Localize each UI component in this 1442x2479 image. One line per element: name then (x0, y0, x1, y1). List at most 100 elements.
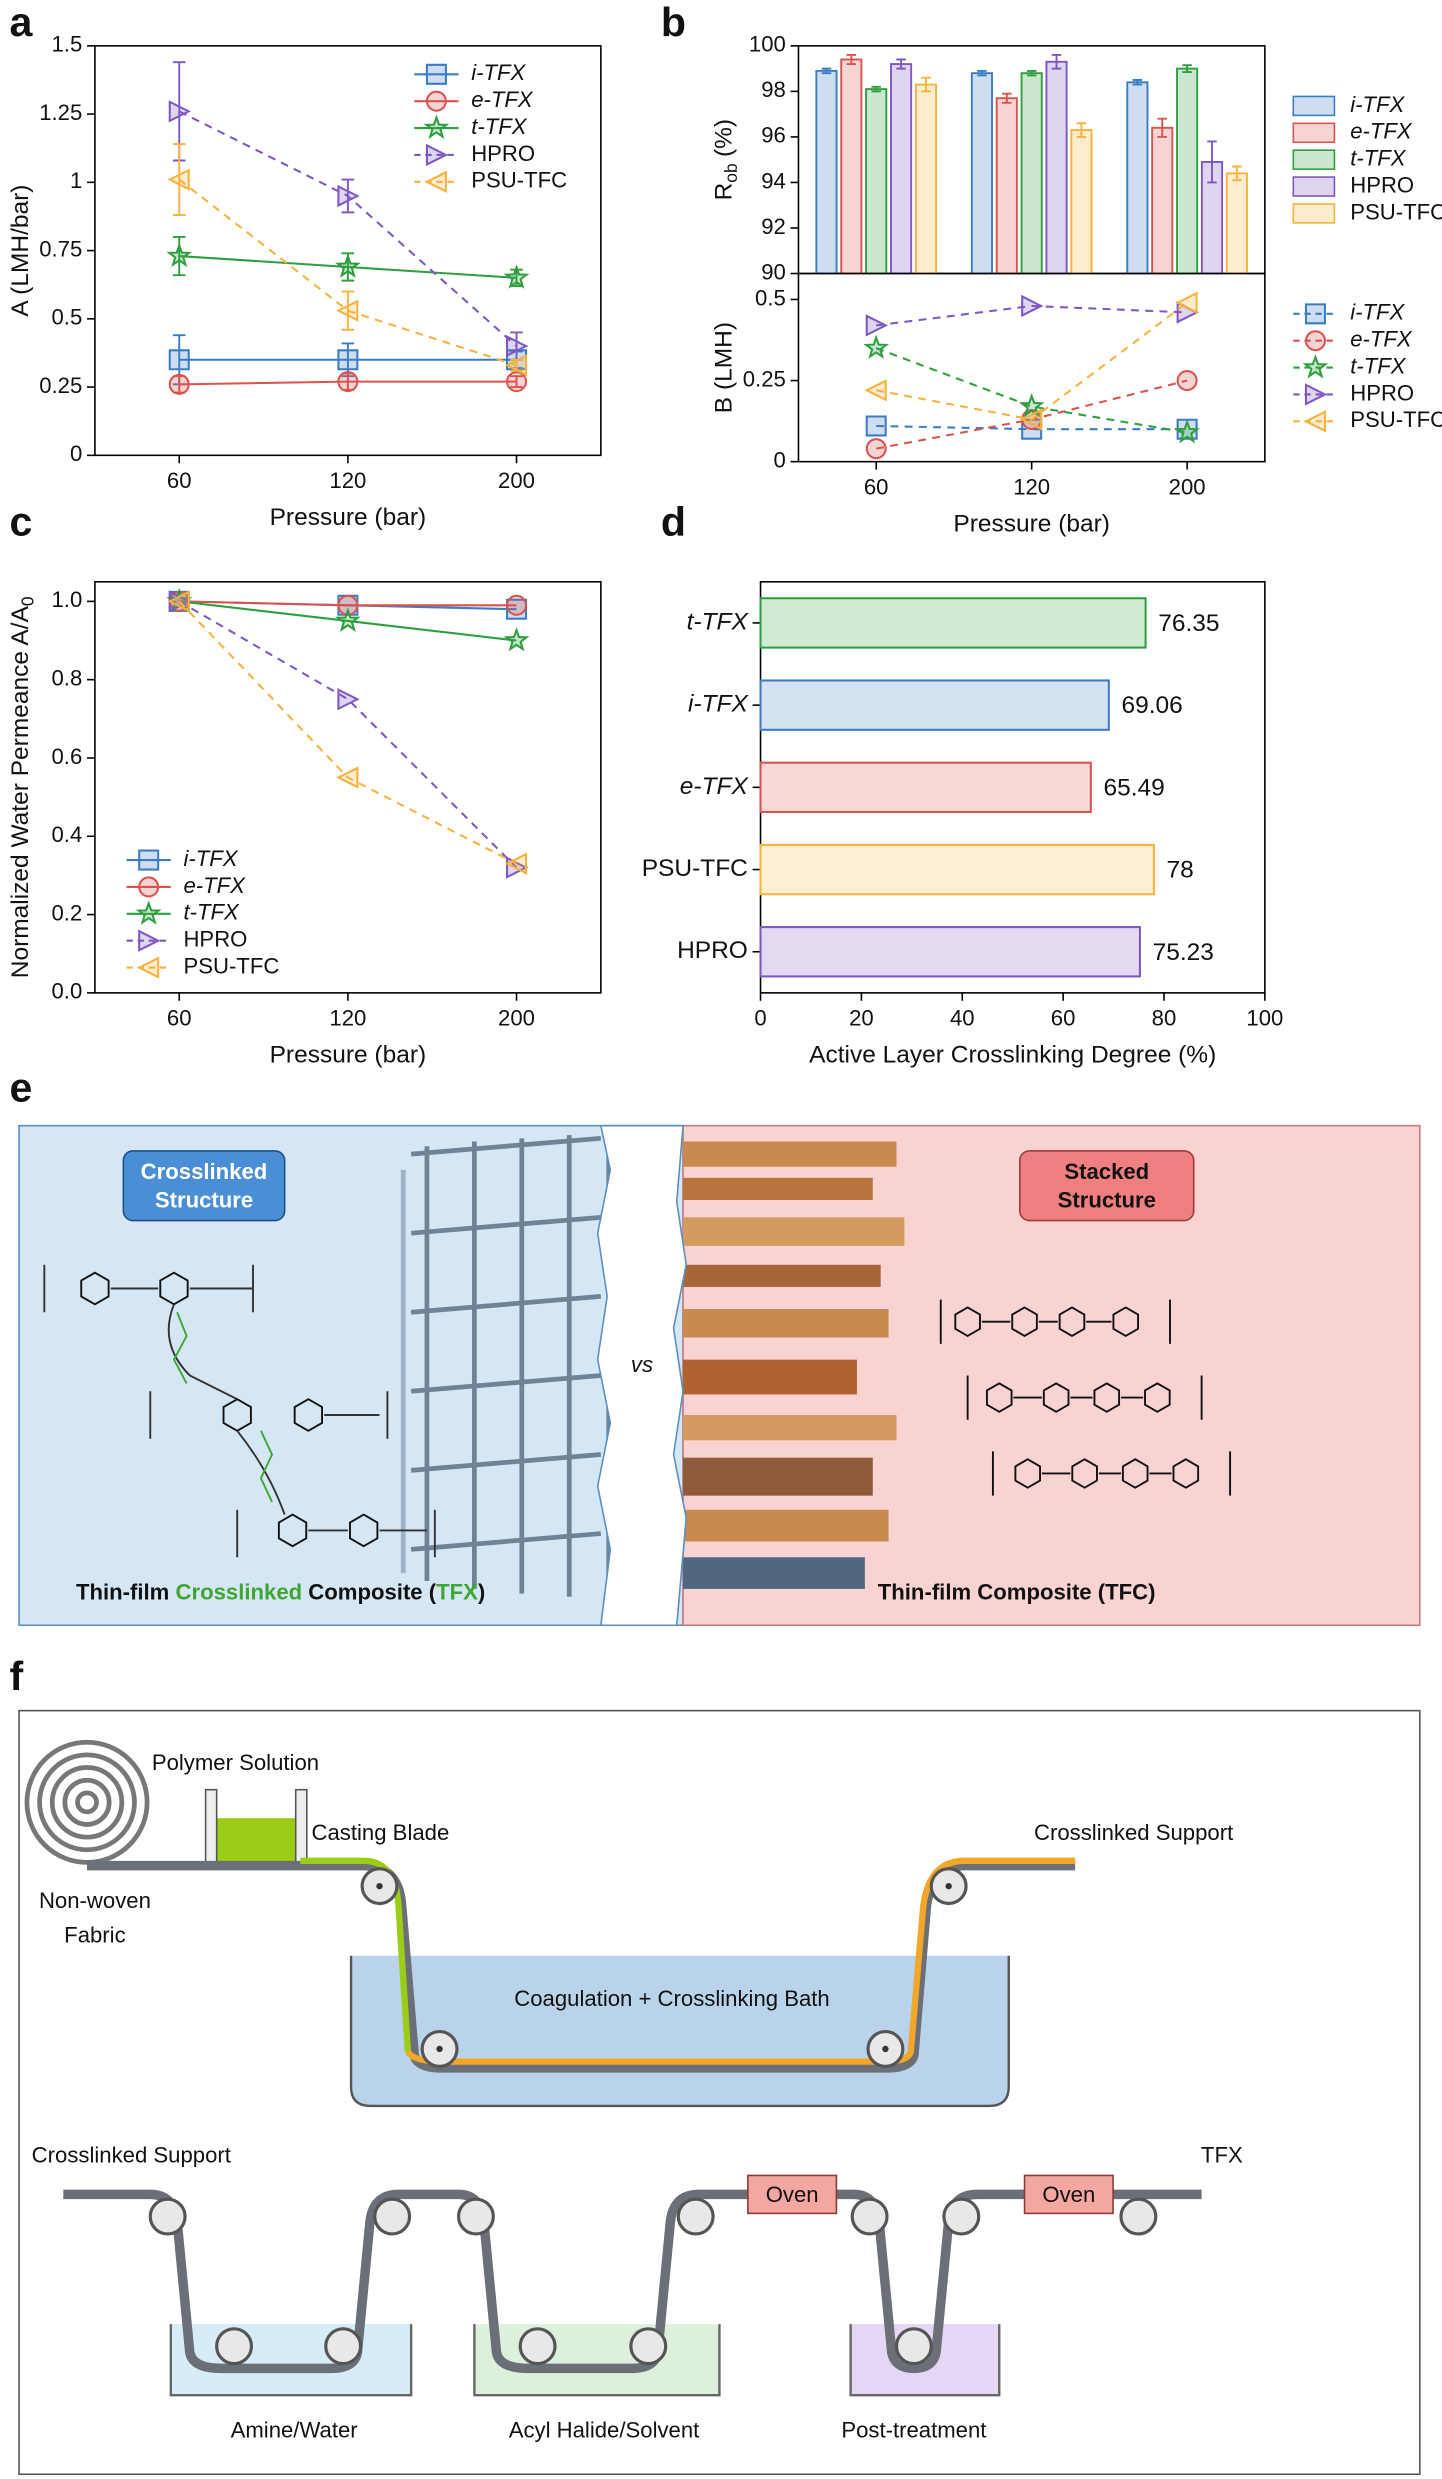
y-axis-label-part: (%) (711, 119, 738, 157)
belt (63, 2189, 1202, 2374)
caption: Thin-film Crosslinked Composite (TFX) (76, 1579, 485, 1604)
badge (122, 1150, 286, 1222)
error-bar (896, 58, 906, 70)
badge (1019, 1150, 1195, 1222)
blade (204, 1788, 218, 1870)
chemical-structures (43, 1264, 1232, 1558)
error-bar (821, 67, 832, 75)
marker (138, 849, 160, 871)
marker (135, 900, 162, 925)
marker (337, 349, 359, 371)
x-tick-label: 60 (864, 474, 889, 499)
y-tick-label: 98 (761, 77, 786, 102)
chart: 90 92 94 96 98 100 Rob (%) i-TFXe-TFXt-TFXHPROPS… (711, 32, 1442, 285)
y-tick-label: 0 (70, 441, 82, 466)
rollers (148, 2197, 1158, 2366)
planks (683, 1141, 905, 1589)
legend-label: i-TFX (1350, 300, 1405, 325)
error-bar (871, 85, 881, 93)
error-bar (1076, 122, 1087, 138)
roller-centers (376, 1882, 952, 2053)
x-tick-label: 200 (498, 468, 535, 493)
bar (914, 83, 938, 275)
y-tick-label: 96 (761, 123, 786, 148)
marker (1018, 393, 1045, 418)
chart: 0 20 40 60 80 100 Active Layer Crosslinking De… (642, 581, 1283, 1069)
marker (503, 264, 530, 289)
ring (1014, 1458, 1041, 1489)
y-tick-label: 0.25 (39, 373, 82, 398)
legend-label: t-TFX (1350, 353, 1407, 378)
marker (504, 852, 528, 875)
y-tick-label: 100 (749, 32, 786, 57)
label: Amine/Water (231, 2417, 358, 2442)
oven-label: Oven (766, 2182, 819, 2207)
label: Crosslinked Support (1034, 1820, 1233, 1845)
marker (1304, 383, 1328, 406)
crosslinked-film (405, 1857, 1076, 2065)
bar (995, 97, 1018, 275)
legend-label: e-TFX (471, 87, 534, 112)
x-tick-label: 40 (950, 1006, 975, 1031)
x-tick-label: 60 (1051, 1006, 1076, 1031)
y-tick-label: 0.75 (39, 236, 82, 261)
bar (1225, 172, 1248, 275)
y-tick-label: t-TFX (687, 608, 750, 635)
legend-swatch (1292, 149, 1336, 170)
marker (167, 168, 190, 191)
ring (1042, 1382, 1070, 1413)
legend-label: e-TFX (1350, 119, 1413, 144)
x-tick-label: 120 (329, 1006, 366, 1031)
legend-label: t-TFX (183, 900, 240, 925)
y-tick-label: 1.25 (39, 100, 82, 125)
value-label: 76.35 (1158, 610, 1219, 637)
bar (1020, 72, 1043, 275)
bar (759, 926, 1141, 978)
marker (425, 90, 447, 112)
error-bar (510, 375, 523, 389)
value-label: 65.49 (1103, 774, 1164, 801)
x-tick-label: 60 (167, 1006, 192, 1031)
y-tick-label: 0.5 (755, 285, 786, 310)
x-axis-label: Active Layer Crosslinking Degree (%) (809, 1042, 1216, 1069)
error-bar (1051, 54, 1062, 70)
plot-frame (94, 581, 602, 994)
x-tick-label: 120 (1013, 474, 1050, 499)
vs: vs (631, 1352, 653, 1377)
marker (506, 334, 529, 358)
series-line (179, 600, 517, 607)
y-tick-label: 94 (761, 168, 786, 193)
error-bar (977, 69, 987, 77)
y-tick-label: e-TFX (680, 773, 750, 800)
marker (166, 242, 193, 267)
marker (168, 349, 190, 371)
series-line (179, 600, 517, 642)
error-bar (1026, 69, 1037, 77)
ring (1144, 1382, 1171, 1413)
bar (1070, 129, 1093, 275)
marker (167, 590, 190, 613)
ring (1071, 1458, 1098, 1489)
marker (865, 415, 887, 437)
chart: 0 0.25 0.5 60 120 200 Pressure (bar) B (LMH) i-T… (711, 272, 1442, 537)
ring (277, 1513, 308, 1548)
legend-label: t-TFX (1350, 146, 1407, 171)
bar (759, 761, 1092, 814)
y-tick-label: 1 (70, 168, 82, 193)
ring (1058, 1306, 1086, 1338)
y-tick-label: 1.5 (52, 32, 83, 57)
y-axis-label: Rob (%) (711, 119, 740, 200)
x-tick-label: 200 (498, 1006, 535, 1031)
series-line (876, 424, 1188, 431)
chain (939, 1299, 1232, 1496)
oven (747, 2174, 838, 2215)
marker (1174, 418, 1200, 444)
y-tick-label: PSU-TFC (642, 855, 748, 882)
legend-label: HPRO (471, 141, 535, 166)
series-line (178, 600, 517, 865)
label: Polymer Solution (152, 1750, 319, 1775)
marker (504, 354, 528, 377)
bar (815, 69, 838, 275)
marker (1303, 410, 1326, 433)
